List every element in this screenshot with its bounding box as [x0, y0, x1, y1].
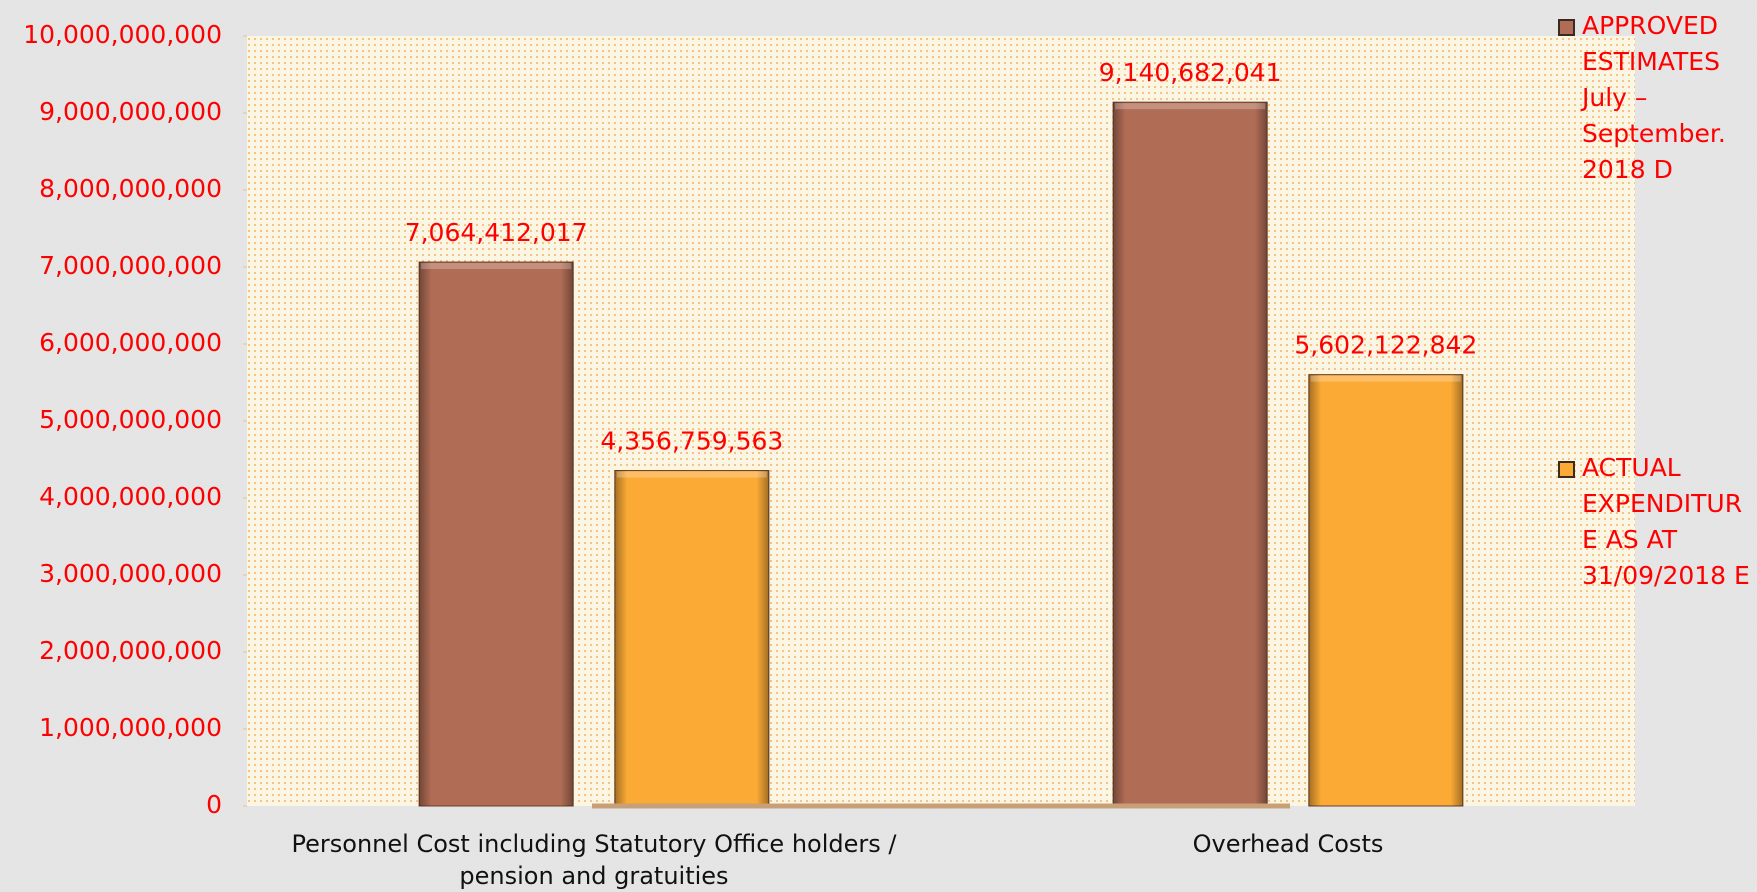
- bar-top-bevel: [616, 471, 767, 478]
- legend-label: ACTUAL EXPENDITURE AS AT 31/09/2018 E: [1582, 453, 1750, 590]
- y-tick-label: 3,000,000,000: [39, 559, 222, 588]
- y-tick-label: 10,000,000,000: [23, 20, 222, 49]
- y-tick-label: 0: [206, 790, 222, 819]
- y-tick-label: 1,000,000,000: [39, 713, 222, 742]
- legend-swatch: [1558, 461, 1575, 478]
- bar-top-bevel: [1115, 103, 1266, 110]
- data-label: 7,064,412,017: [405, 218, 588, 247]
- y-tick-label: 5,000,000,000: [39, 405, 222, 434]
- legend-label: APPROVED ESTIMATES July – September. 201…: [1582, 11, 1726, 184]
- data-label: 4,356,759,563: [600, 427, 783, 456]
- data-label: 5,602,122,842: [1294, 331, 1477, 360]
- y-tick-label: 4,000,000,000: [39, 482, 222, 511]
- bar-top-bevel: [421, 263, 572, 270]
- y-tick-label: 7,000,000,000: [39, 251, 222, 280]
- y-tick-label: 9,000,000,000: [39, 97, 222, 126]
- bar-bevel: [1113, 102, 1268, 806]
- y-tick-label: 6,000,000,000: [39, 328, 222, 357]
- y-tick-label: 2,000,000,000: [39, 636, 222, 665]
- bar-bevel: [419, 262, 574, 806]
- y-tick-label: 8,000,000,000: [39, 174, 222, 203]
- data-label: 9,140,682,041: [1099, 58, 1282, 87]
- legend-swatch: [1558, 19, 1575, 36]
- bar-bevel: [614, 470, 769, 806]
- bar-bevel: [1308, 374, 1463, 806]
- x-tick-label: Overhead Costs: [1192, 830, 1384, 858]
- x-tick-label: Personnel Cost including Statutory Offic…: [291, 830, 897, 890]
- bar-top-bevel: [1310, 375, 1461, 382]
